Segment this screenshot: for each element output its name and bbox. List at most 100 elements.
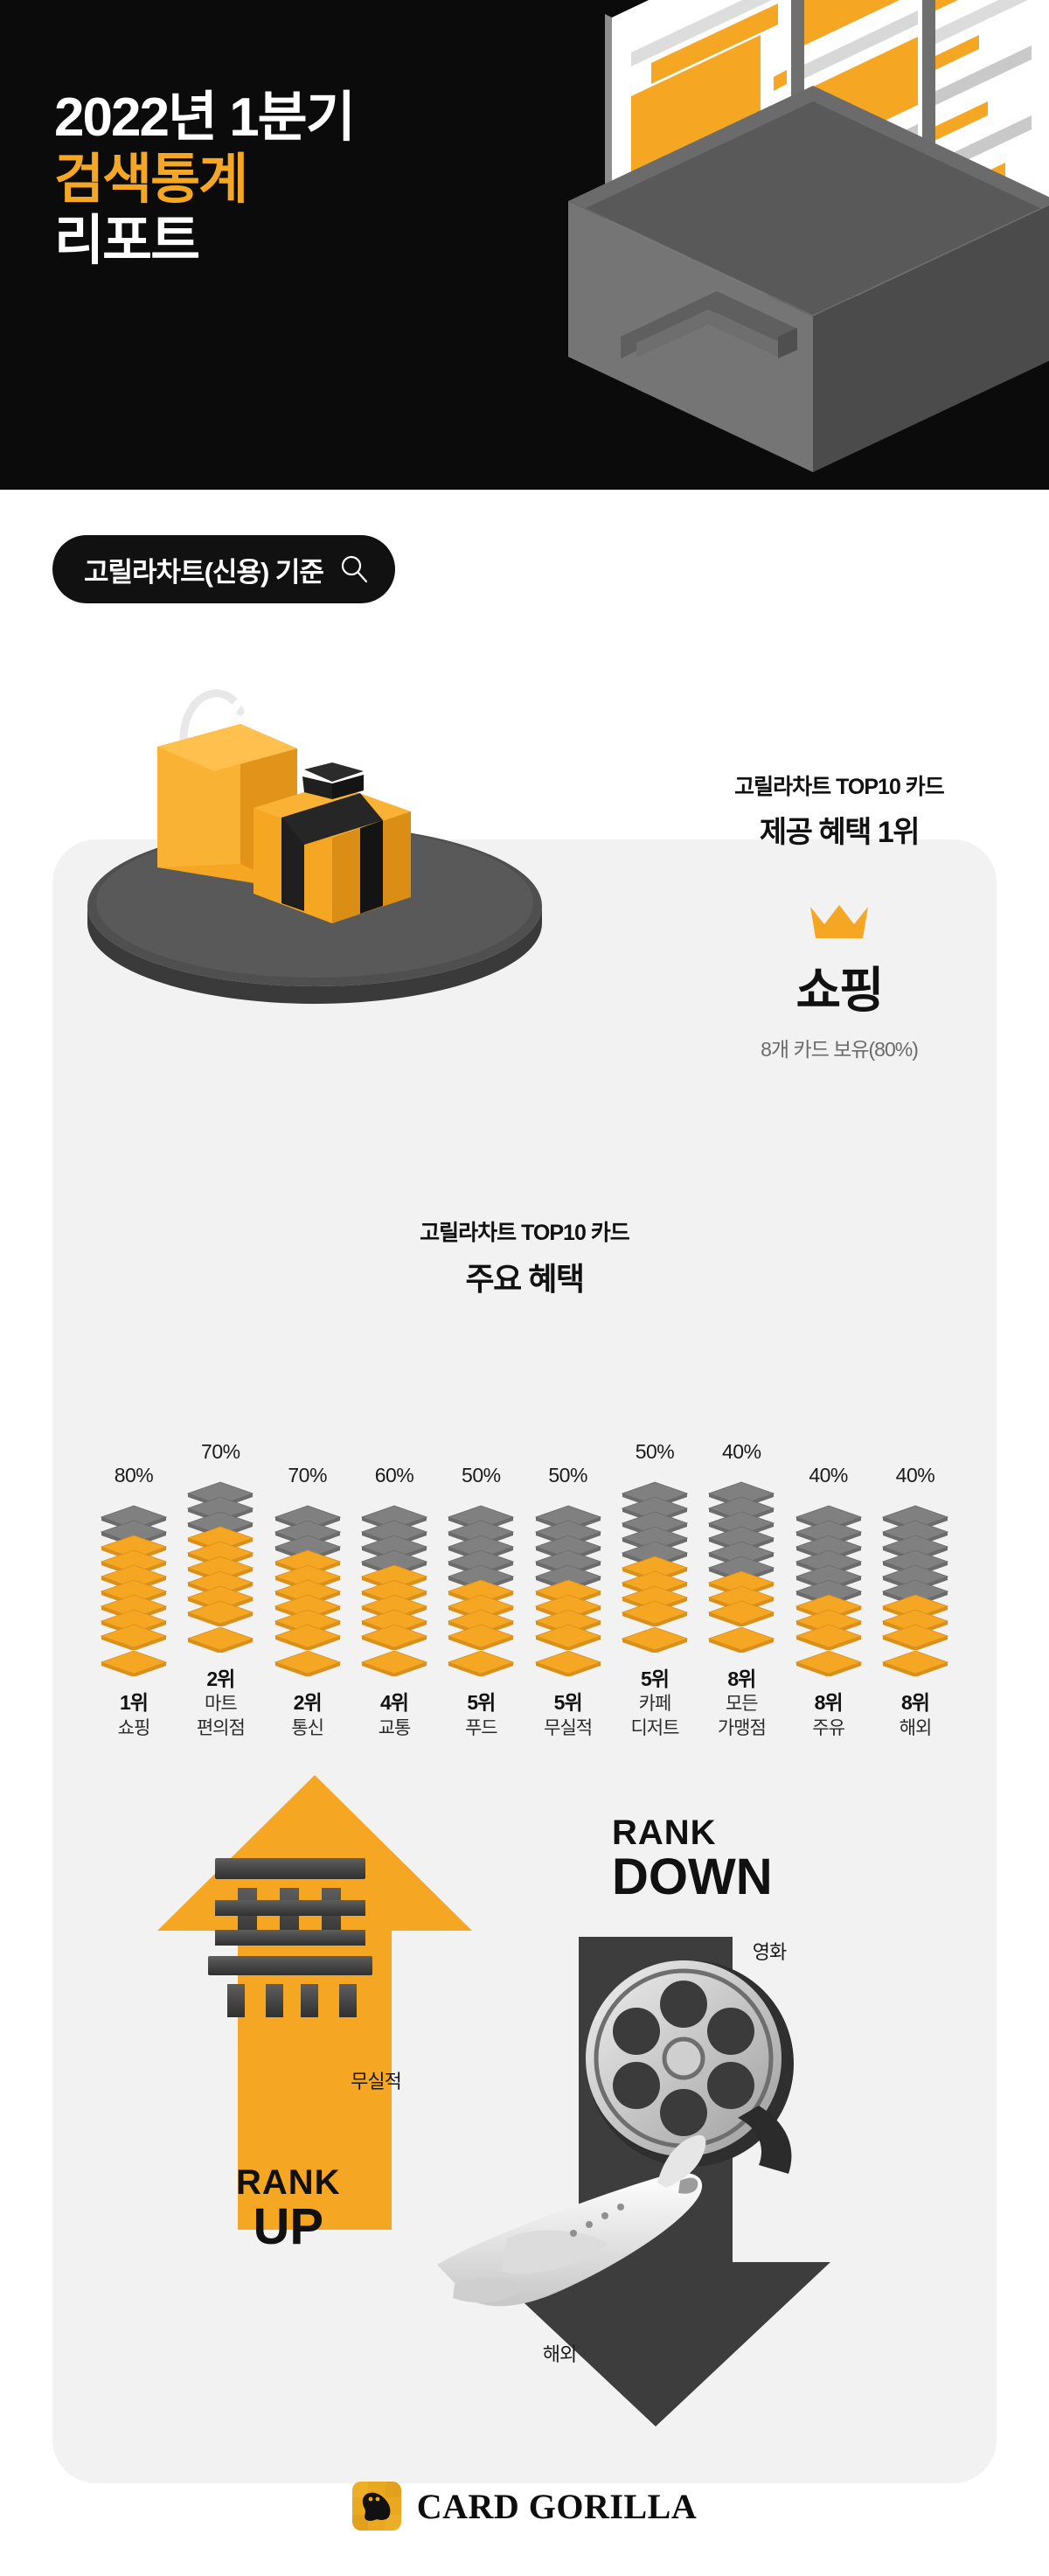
chart-bar-category-line2: 가맹점 <box>717 1717 767 1738</box>
chart-bar-stack <box>878 1496 953 1676</box>
footer-brand: CARD GORILLA <box>0 2482 1049 2531</box>
chart-bar-label: 2위 통신 <box>291 1690 324 1740</box>
chart-bar-stack <box>357 1496 432 1676</box>
chart-bar-stack <box>270 1496 345 1676</box>
chart-bar-percent: 40% <box>895 1463 935 1486</box>
card-slice-icon <box>187 1626 254 1653</box>
chart-bar-category-line1: 모든 <box>725 1694 759 1715</box>
card-slice-icon <box>187 1570 254 1597</box>
card-slice-icon <box>621 1541 688 1567</box>
card-slice-icon <box>881 1650 948 1676</box>
brand-name: CARD GORILLA <box>416 2486 698 2526</box>
card-slice-icon <box>881 1609 948 1635</box>
criteria-badge-label: 고릴라차트(신용) 기준 <box>84 556 324 588</box>
card-slice-icon <box>187 1585 254 1612</box>
chart-bar-percent: 60% <box>374 1463 414 1486</box>
hero-rank-name: 쇼핑 <box>795 963 884 1018</box>
chart-title: 주요 혜택 <box>465 1261 585 1297</box>
rank-up-text: RANK UP <box>236 2164 341 2254</box>
card-slice-icon <box>274 1520 341 1546</box>
chart-bar-category-line2: 편의점 <box>196 1717 246 1738</box>
rank-up-small: RANK <box>236 2163 341 2202</box>
chart-bar-rank: 5위 <box>640 1667 670 1690</box>
card-slice-icon <box>881 1624 948 1650</box>
rank-movement-section <box>52 1766 997 2431</box>
card-slice-icon <box>187 1511 254 1537</box>
hero-rank-sub: 8개 카드 보유(80%) <box>761 1038 919 1061</box>
card-slice-icon <box>708 1626 775 1653</box>
chart-bar-label: 1위 쇼핑 <box>118 1690 151 1740</box>
card-slice-icon <box>101 1609 167 1635</box>
page-title: 2022년 1분기 검색통계 리포트 <box>54 87 356 273</box>
card-slice-icon <box>187 1496 254 1522</box>
card-slice-icon <box>708 1511 775 1537</box>
card-slice-icon <box>101 1650 167 1676</box>
chart-bar-category-line1: 마트 <box>205 1694 238 1715</box>
card-slice-icon <box>795 1650 862 1676</box>
chart-bar-percent: 50% <box>462 1463 501 1486</box>
chart-bar-stack <box>617 1472 692 1653</box>
card-slice-icon <box>101 1624 167 1650</box>
chart-bar-percent: 40% <box>809 1463 848 1486</box>
card-slice-icon <box>101 1520 167 1546</box>
card-slice-icon <box>708 1600 775 1626</box>
rank-up-item-label: 무실적 <box>351 2071 402 2092</box>
card-slice-icon <box>621 1600 688 1626</box>
card-slice-icon <box>274 1624 341 1650</box>
chart-bar-category-line1: 카페 <box>638 1694 672 1715</box>
title-line-subject: 검색통계 <box>54 149 248 210</box>
card-slice-icon <box>274 1609 341 1635</box>
card-slice-icon <box>534 1594 601 1620</box>
card-slice-icon <box>448 1624 515 1650</box>
card-slice-icon <box>448 1549 515 1576</box>
rank-down-text: RANK DOWN <box>612 1814 773 1904</box>
chart-bar-percent: 50% <box>548 1463 587 1486</box>
chart-bar-stack <box>531 1496 606 1676</box>
chart-bar-label: 8위 모든 가맹점 <box>717 1667 767 1740</box>
card-slice-icon <box>274 1579 341 1605</box>
chart-bar-stack <box>183 1472 258 1653</box>
card-slice-icon <box>274 1650 341 1676</box>
title-line-year: 2022년 1분기 <box>54 87 356 148</box>
hero-eyebrow: 고릴라차트 TOP10 카드 <box>734 775 945 799</box>
chart-bar-category-line2: 디저트 <box>630 1717 679 1738</box>
airplane-icon <box>437 2134 706 2307</box>
chart-bar-category-line1: 푸드 <box>464 1717 498 1738</box>
card-slice-icon <box>448 1579 515 1605</box>
card-slice-icon <box>360 1520 427 1546</box>
chart-bar-rank: 5위 <box>467 1690 496 1714</box>
card-slice-icon <box>795 1624 862 1650</box>
chart-bar-stack <box>443 1496 518 1676</box>
card-slice-icon <box>448 1650 515 1676</box>
chart-bar-4: 60% 4위 교통 <box>357 1464 432 1740</box>
no-spend-emblem-icon <box>208 1858 372 2017</box>
chart-bar-stack <box>704 1472 779 1653</box>
chart-bar-rank: 1위 <box>120 1690 149 1714</box>
rank-down-item-label-overseas: 해외 <box>542 2343 577 2365</box>
chart-bar-percent: 50% <box>635 1439 675 1463</box>
chart-bar-percent: 80% <box>114 1463 154 1486</box>
card-slice-icon <box>101 1594 167 1620</box>
card-slice-icon <box>881 1594 948 1620</box>
chart-bar-percent: 70% <box>201 1439 240 1463</box>
header-banner: 2022년 1분기 검색통계 리포트 <box>0 0 1049 490</box>
card-slice-icon <box>187 1600 254 1626</box>
criteria-badge[interactable]: 고릴라차트(신용) 기준 <box>52 535 395 603</box>
rank-up-big: UP <box>253 2198 324 2255</box>
chart-bar-rank: 4위 <box>380 1690 409 1714</box>
chart-bar-10: 40% 8위 해외 <box>878 1464 953 1740</box>
chart-bar-3: 70% 2위 통신 <box>270 1464 345 1740</box>
benefits-bar-chart: 80% 1위 쇼핑 70% 2위 마트 편의점 70% 2위 통신 60% 4위 교통 50% 5위 푸드 50… <box>96 1347 953 1740</box>
chart-bar-1: 80% 1위 쇼핑 <box>96 1464 171 1740</box>
chart-bar-label: 8위 주유 <box>812 1690 845 1740</box>
rank-down-big: DOWN <box>612 1848 773 1905</box>
card-slice-icon <box>708 1570 775 1597</box>
filing-cabinet-illustration <box>568 0 1049 490</box>
chart-bar-label: 4위 교통 <box>379 1690 412 1740</box>
chart-bar-category-line1: 해외 <box>899 1717 933 1738</box>
chart-bar-label: 2위 마트 편의점 <box>196 1667 246 1740</box>
shopping-illustration <box>52 644 603 1011</box>
